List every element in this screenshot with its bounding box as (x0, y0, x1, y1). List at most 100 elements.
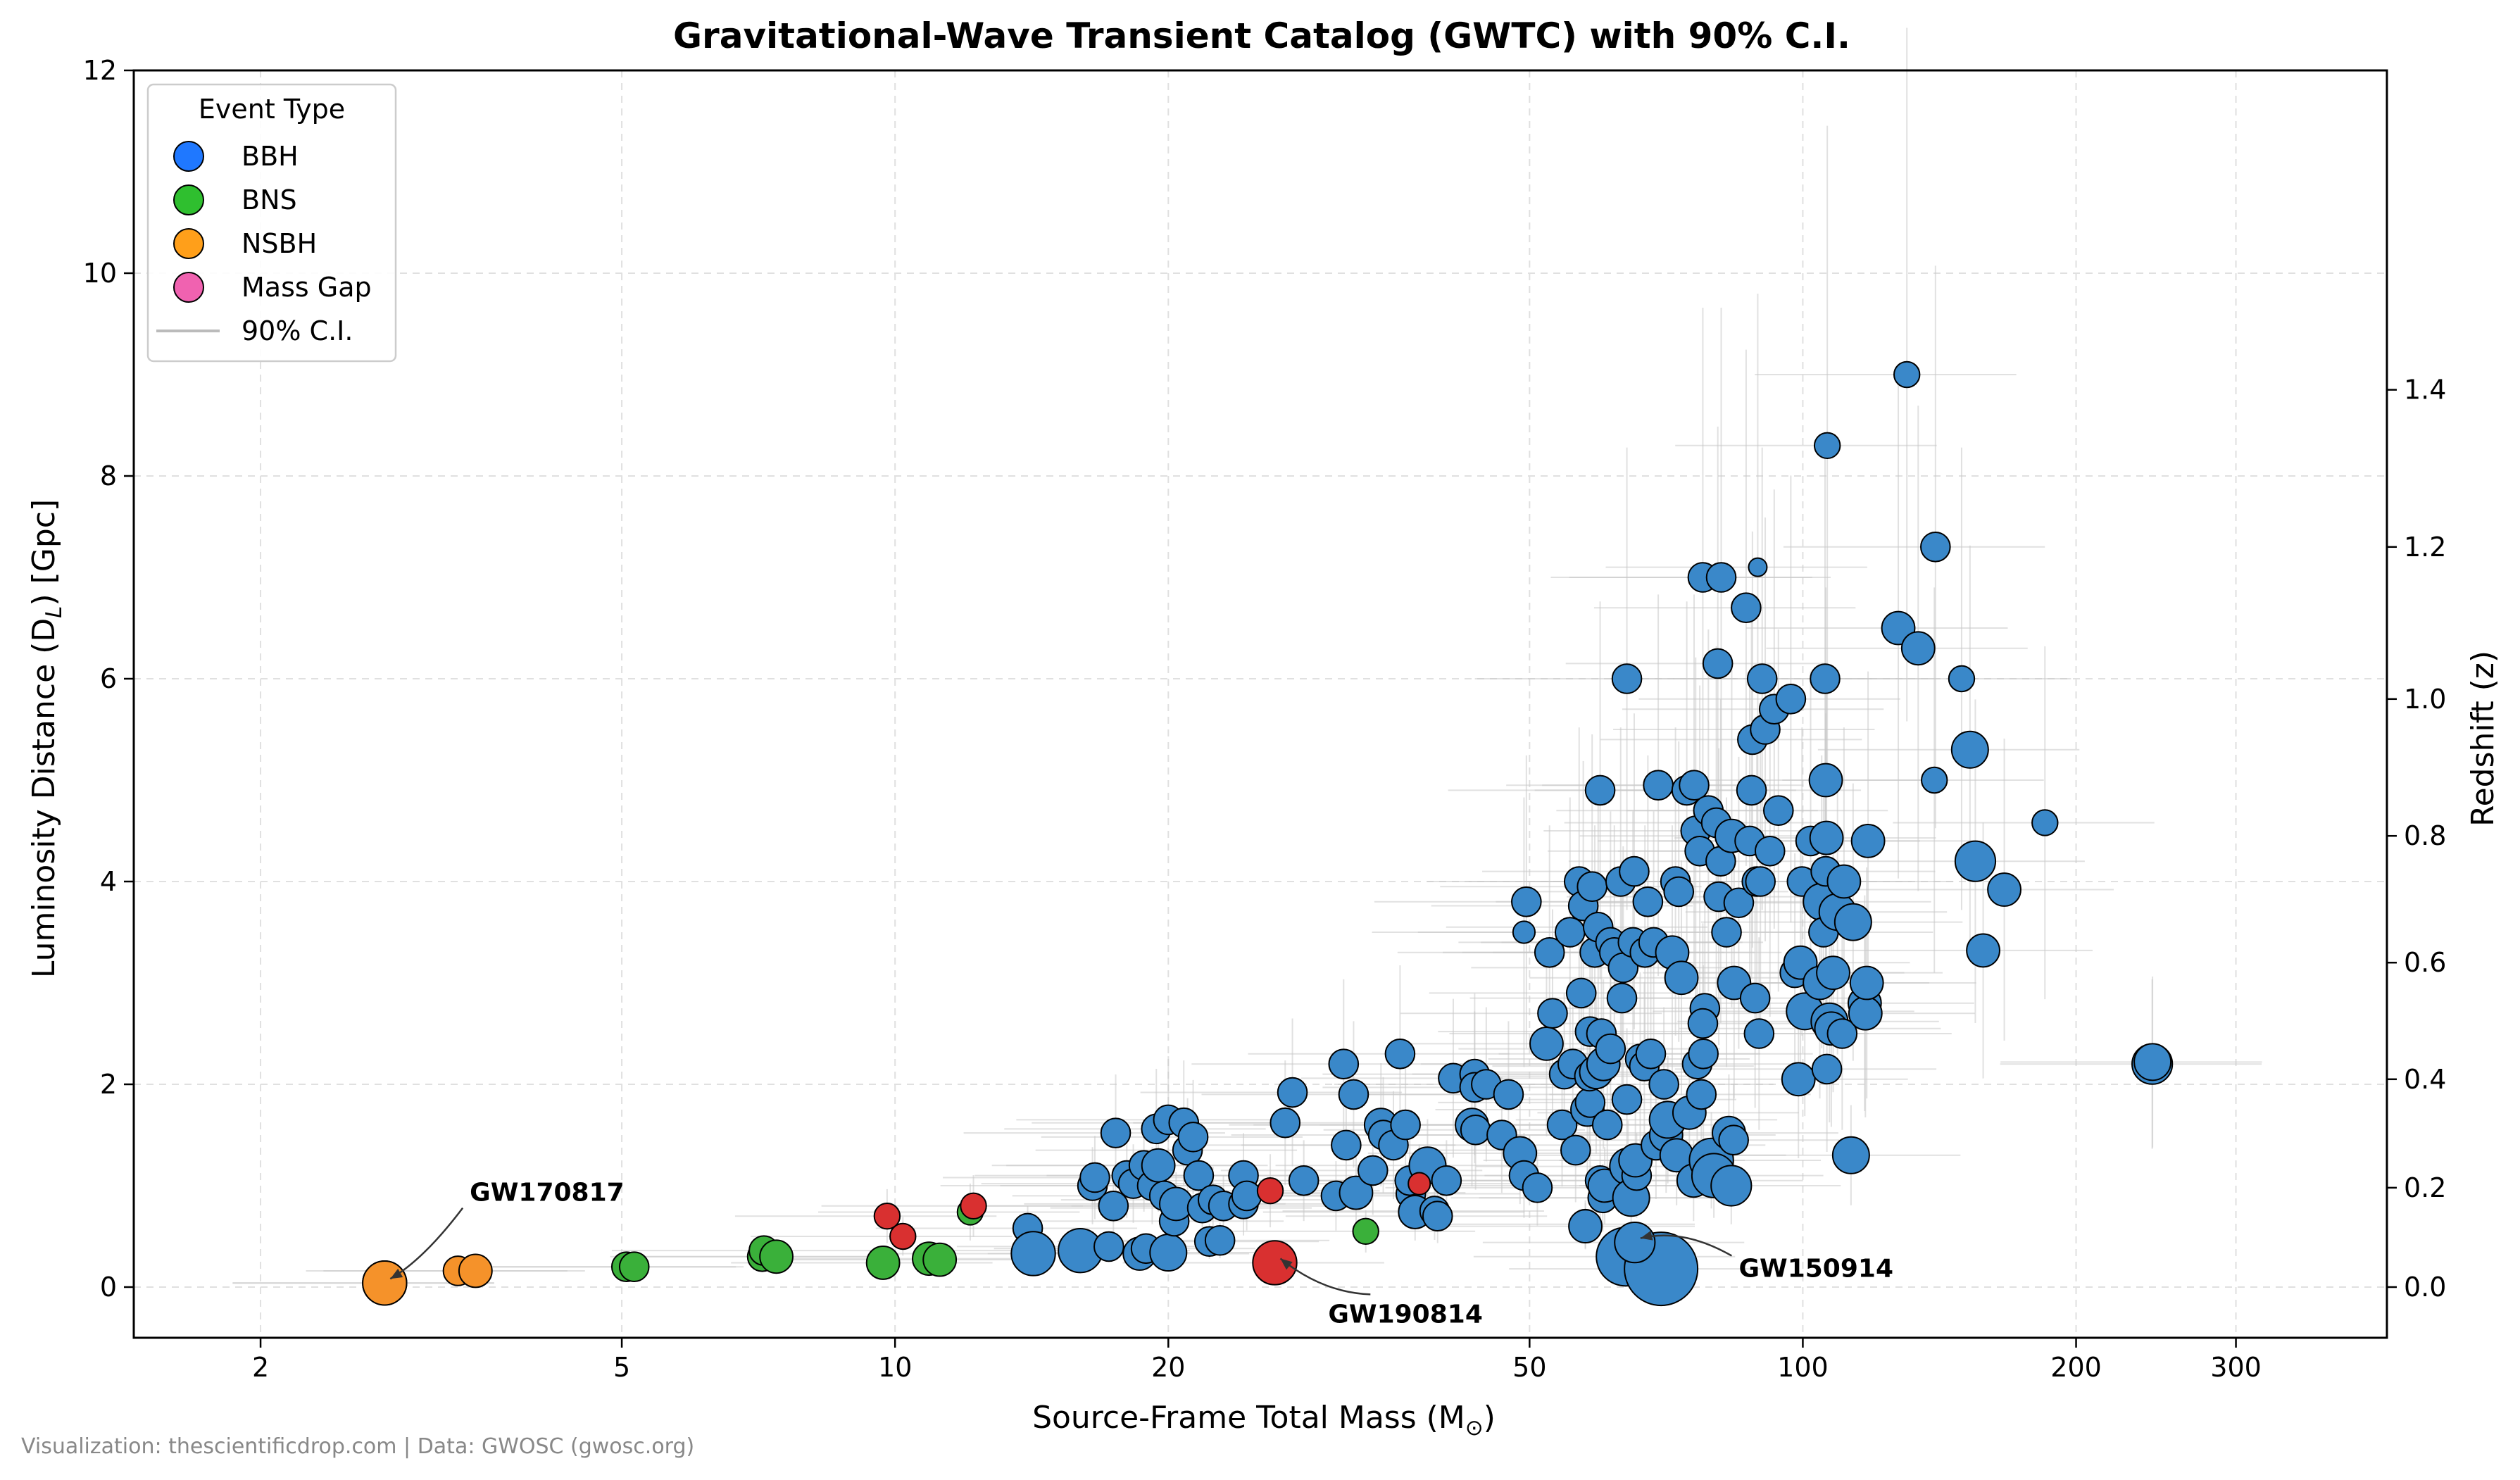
point-bbh-126 (1664, 960, 1699, 996)
point-bbh-66 (1522, 1172, 1553, 1203)
y-tick-label-2: 2 (100, 1069, 117, 1100)
point-bbh-194 (1849, 965, 1884, 1001)
annotation-label-gw190814: GW190814 (1328, 1300, 1483, 1329)
point-bbh-189 (1826, 864, 1862, 899)
point-bbh-32 (1231, 1180, 1262, 1212)
legend-label-nsbh: NSBH (242, 228, 317, 259)
point-bbh-134 (1686, 1079, 1717, 1110)
point-bbh-102 (1611, 663, 1643, 694)
point-bbh-24 (1183, 1160, 1215, 1191)
plot-frame (132, 69, 2388, 1339)
point-bbh-197 (1893, 360, 1921, 389)
point-bbh-33 (1270, 1107, 1301, 1139)
point-mass-gap-3 (1256, 1177, 1284, 1205)
point-bbh-38 (1331, 1129, 1362, 1161)
point-bbh-34 (1277, 1077, 1308, 1108)
y-tick-label-8: 8 (100, 460, 117, 491)
point-mass-gap-1 (889, 1222, 917, 1250)
y-tick-label-12: 12 (83, 55, 117, 86)
point-bbh-137 (1687, 1008, 1719, 1039)
point-bns-6 (865, 1246, 901, 1280)
point-bbh-18 (1149, 1234, 1188, 1272)
point-bbh-39 (1338, 1079, 1369, 1110)
point-bbh-195 (1850, 824, 1886, 858)
y2-tick-label-1.0: 1.0 (2404, 684, 2446, 715)
y2-axis-label: Redshift (z) (2465, 651, 2501, 827)
legend-marker-mass-gap (173, 272, 204, 303)
point-bbh-5 (1098, 1191, 1129, 1222)
y-axis-label: Luminosity Distance (DL) [Gpc] (26, 499, 67, 978)
point-bbh-6 (1093, 1231, 1124, 1262)
x-tick-label-20: 20 (1151, 1352, 1185, 1383)
point-bbh-45 (1384, 1039, 1416, 1070)
point-bbh-206 (2031, 809, 2059, 836)
chart-title: Gravitational-Wave Transient Catalog (GW… (673, 15, 1850, 56)
point-mass-gap-5 (1408, 1172, 1431, 1196)
x-tick-label-200: 200 (2050, 1352, 2102, 1383)
point-bbh-170 (1781, 1062, 1816, 1097)
point-bns-8 (922, 1242, 958, 1277)
point-bbh-165 (1754, 836, 1786, 867)
annotation-arrow-gw190814 (1279, 1258, 1371, 1296)
point-bbh-199 (1921, 766, 1948, 794)
point-nsbh-2 (458, 1253, 493, 1288)
point-mass-gap-0 (873, 1203, 901, 1230)
point-bbh-163 (1748, 557, 1768, 577)
legend-label-bns: BNS (242, 184, 297, 215)
point-bbh-57 (1460, 1115, 1491, 1146)
point-bbh-158 (1739, 982, 1771, 1014)
annotation-arrowhead-gw150914 (1640, 1230, 1653, 1241)
point-bbh-70 (1546, 1109, 1578, 1141)
point-bbh-68 (1534, 937, 1565, 968)
point-bbh-151 (1718, 1124, 1749, 1155)
point-bbh-130 (1679, 770, 1710, 801)
legend-items: BBH BNS NSBH Mass Gap 90% C.I. (156, 141, 372, 346)
point-bbh-7 (1100, 1117, 1132, 1148)
point-bbh-188 (1826, 1018, 1858, 1049)
point-bbh-41 (1357, 1155, 1388, 1186)
point-bbh-103 (1611, 1084, 1643, 1115)
point-bbh-146 (1705, 562, 1737, 593)
legend-label-90-c-i: 90% C.I. (242, 315, 353, 346)
point-bbh-153 (1723, 887, 1755, 919)
legend: Event Type BBH BNS NSBH Mass Gap 90% C.I. (146, 83, 397, 363)
point-bns-10 (1352, 1217, 1379, 1246)
x-tick-label-10: 10 (878, 1352, 912, 1383)
point-bbh-35 (1288, 1165, 1319, 1196)
point-bbh-154 (1731, 592, 1762, 624)
point-bbh-52 (1422, 1200, 1453, 1231)
point-bbh-67 (1529, 1027, 1564, 1061)
point-bbh-167 (1762, 795, 1794, 826)
y2-tick-label-0.2: 0.2 (2404, 1172, 2446, 1203)
point-bbh-4 (1079, 1162, 1110, 1193)
y-tick-label-10: 10 (83, 258, 117, 289)
point-bbh-107 (1619, 855, 1650, 887)
point-bbh-15 (1141, 1148, 1176, 1183)
point-bbh-143 (1702, 648, 1734, 679)
point-bbh-138 (1688, 1039, 1719, 1070)
legend-title: Event Type (199, 94, 345, 125)
point-bbh-114 (1635, 1039, 1667, 1070)
y2-tick-label-0.8: 0.8 (2404, 820, 2446, 851)
x-tick-label-50: 50 (1512, 1352, 1546, 1383)
point-mass-gap-2 (960, 1192, 987, 1220)
point-bbh-178 (1810, 663, 1841, 694)
point-bns-5 (759, 1239, 794, 1274)
annotation-label-gw170817: GW170817 (470, 1179, 625, 1208)
point-bbh-161 (1745, 866, 1776, 897)
point-bbh-182 (1809, 820, 1844, 855)
point-bbh-28 (1204, 1224, 1236, 1256)
x-tick-label-300: 300 (2210, 1352, 2262, 1383)
legend-marker-bns (173, 184, 204, 215)
point-bbh-201 (1948, 665, 1976, 693)
point-bbh-183 (1813, 432, 1841, 459)
point-bbh-160 (1743, 1018, 1775, 1049)
point-bbh-204 (1966, 933, 2000, 968)
point-bbh-150 (1710, 1165, 1753, 1207)
annotations: GW170817 GW190814 GW150914 (389, 1179, 1893, 1329)
point-bbh-190 (1831, 1136, 1870, 1174)
y2-axis-ticks: 0.0 0.2 0.4 0.6 0.8 1.0 1.2 1.4 (2387, 375, 2446, 1303)
y2-tick-label-1.4: 1.4 (2404, 375, 2446, 406)
point-bbh-1 (1010, 1231, 1056, 1277)
point-bbh-61 (1493, 1079, 1524, 1110)
